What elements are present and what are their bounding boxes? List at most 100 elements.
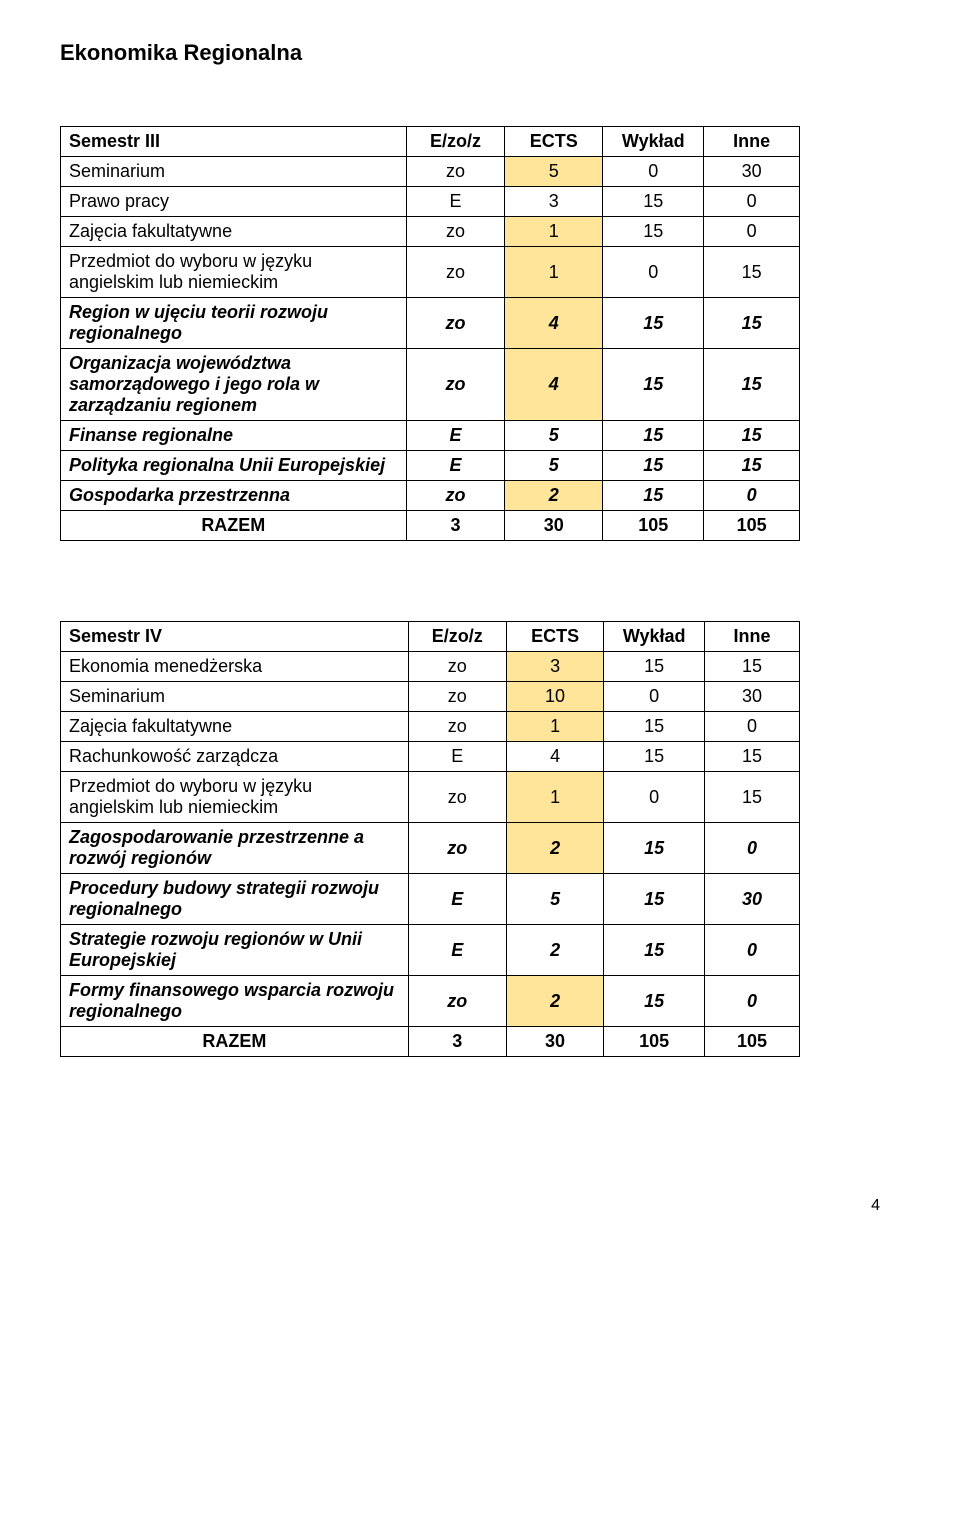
cell-value: 0 bbox=[705, 712, 800, 742]
table-header: Inne bbox=[705, 622, 800, 652]
total-value: 3 bbox=[408, 1027, 506, 1057]
total-value: 105 bbox=[705, 1027, 800, 1057]
table-row: Zagospodarowanie przestrzenne a rozwój r… bbox=[61, 823, 800, 874]
cell-value: zo bbox=[406, 349, 505, 421]
cell-value: 0 bbox=[704, 481, 800, 511]
cell-value: 15 bbox=[603, 349, 704, 421]
cell-value: zo bbox=[408, 682, 506, 712]
table-header: E/zo/z bbox=[406, 127, 505, 157]
total-value: 3 bbox=[406, 511, 505, 541]
table-row: Zajęcia fakultatywnezo1150 bbox=[61, 217, 800, 247]
cell-value: 15 bbox=[705, 742, 800, 772]
subject-label: Zagospodarowanie przestrzenne a rozwój r… bbox=[61, 823, 409, 874]
total-label: RAZEM bbox=[61, 511, 407, 541]
cell-value: 0 bbox=[705, 823, 800, 874]
cell-value: 30 bbox=[704, 157, 800, 187]
cell-value: 15 bbox=[604, 925, 705, 976]
table-row: Rachunkowość zarządczaE41515 bbox=[61, 742, 800, 772]
total-value: 105 bbox=[603, 511, 704, 541]
cell-value: 15 bbox=[603, 421, 704, 451]
cell-value: 15 bbox=[603, 481, 704, 511]
total-value: 105 bbox=[604, 1027, 705, 1057]
subject-label: Prawo pracy bbox=[61, 187, 407, 217]
cell-value: 2 bbox=[506, 976, 603, 1027]
cell-value: 5 bbox=[505, 451, 603, 481]
cell-value: 10 bbox=[506, 682, 603, 712]
total-value: 105 bbox=[704, 511, 800, 541]
subject-label: Polityka regionalna Unii Europejskiej bbox=[61, 451, 407, 481]
table-header: Inne bbox=[704, 127, 800, 157]
subject-label: Region w ujęciu teorii rozwoju regionaln… bbox=[61, 298, 407, 349]
cell-value: zo bbox=[408, 823, 506, 874]
cell-value: zo bbox=[408, 772, 506, 823]
subject-label: Seminarium bbox=[61, 682, 409, 712]
cell-value: 0 bbox=[603, 157, 704, 187]
table-row: Ekonomia menedżerskazo31515 bbox=[61, 652, 800, 682]
cell-value: 5 bbox=[506, 874, 603, 925]
subject-label: Zajęcia fakultatywne bbox=[61, 217, 407, 247]
cell-value: zo bbox=[406, 157, 505, 187]
table-row: Przedmiot do wyboru w języku angielskim … bbox=[61, 772, 800, 823]
cell-value: 2 bbox=[505, 481, 603, 511]
cell-value: 15 bbox=[705, 652, 800, 682]
cell-value: 4 bbox=[505, 349, 603, 421]
subject-label: Ekonomia menedżerska bbox=[61, 652, 409, 682]
cell-value: zo bbox=[408, 976, 506, 1027]
table-header: Wykład bbox=[603, 127, 704, 157]
cell-value: 2 bbox=[506, 925, 603, 976]
cell-value: 1 bbox=[505, 217, 603, 247]
page-number: 4 bbox=[60, 1197, 900, 1215]
table-header: Semestr III bbox=[61, 127, 407, 157]
cell-value: 4 bbox=[506, 742, 603, 772]
cell-value: 5 bbox=[505, 157, 603, 187]
table-total-row: RAZEM330105105 bbox=[61, 511, 800, 541]
table-semestr-4: Semestr IVE/zo/zECTSWykładInneEkonomia m… bbox=[60, 621, 800, 1057]
cell-value: 30 bbox=[705, 682, 800, 712]
table-row: Region w ujęciu teorii rozwoju regionaln… bbox=[61, 298, 800, 349]
cell-value: 15 bbox=[604, 652, 705, 682]
cell-value: E bbox=[406, 451, 505, 481]
cell-value: E bbox=[408, 874, 506, 925]
cell-value: 0 bbox=[705, 925, 800, 976]
cell-value: 1 bbox=[506, 712, 603, 742]
subject-label: Gospodarka przestrzenna bbox=[61, 481, 407, 511]
table-row: Seminariumzo10030 bbox=[61, 682, 800, 712]
cell-value: 15 bbox=[704, 421, 800, 451]
table-row: Seminariumzo5030 bbox=[61, 157, 800, 187]
cell-value: 15 bbox=[705, 772, 800, 823]
cell-value: zo bbox=[406, 217, 505, 247]
cell-value: 0 bbox=[704, 217, 800, 247]
cell-value: 15 bbox=[704, 247, 800, 298]
cell-value: 3 bbox=[505, 187, 603, 217]
total-label: RAZEM bbox=[61, 1027, 409, 1057]
cell-value: 15 bbox=[603, 187, 704, 217]
subject-label: Seminarium bbox=[61, 157, 407, 187]
cell-value: E bbox=[406, 187, 505, 217]
cell-value: 15 bbox=[603, 451, 704, 481]
total-value: 30 bbox=[505, 511, 603, 541]
subject-label: Zajęcia fakultatywne bbox=[61, 712, 409, 742]
table-header: E/zo/z bbox=[408, 622, 506, 652]
cell-value: 0 bbox=[705, 976, 800, 1027]
cell-value: 3 bbox=[506, 652, 603, 682]
total-value: 30 bbox=[506, 1027, 603, 1057]
cell-value: 0 bbox=[603, 247, 704, 298]
cell-value: E bbox=[408, 742, 506, 772]
cell-value: zo bbox=[406, 247, 505, 298]
cell-value: 15 bbox=[704, 298, 800, 349]
cell-value: 0 bbox=[604, 682, 705, 712]
cell-value: E bbox=[406, 421, 505, 451]
table-header: ECTS bbox=[506, 622, 603, 652]
table-row: Procedury budowy strategii rozwoju regio… bbox=[61, 874, 800, 925]
cell-value: E bbox=[408, 925, 506, 976]
table-row: Strategie rozwoju regionów w Unii Europe… bbox=[61, 925, 800, 976]
subject-label: Przedmiot do wyboru w języku angielskim … bbox=[61, 772, 409, 823]
cell-value: 5 bbox=[505, 421, 603, 451]
cell-value: zo bbox=[406, 481, 505, 511]
cell-value: zo bbox=[408, 652, 506, 682]
cell-value: 15 bbox=[604, 976, 705, 1027]
cell-value: 15 bbox=[604, 712, 705, 742]
subject-label: Formy finansowego wsparcia rozwoju regio… bbox=[61, 976, 409, 1027]
table-row: Formy finansowego wsparcia rozwoju regio… bbox=[61, 976, 800, 1027]
table-row: Zajęcia fakultatywnezo1150 bbox=[61, 712, 800, 742]
